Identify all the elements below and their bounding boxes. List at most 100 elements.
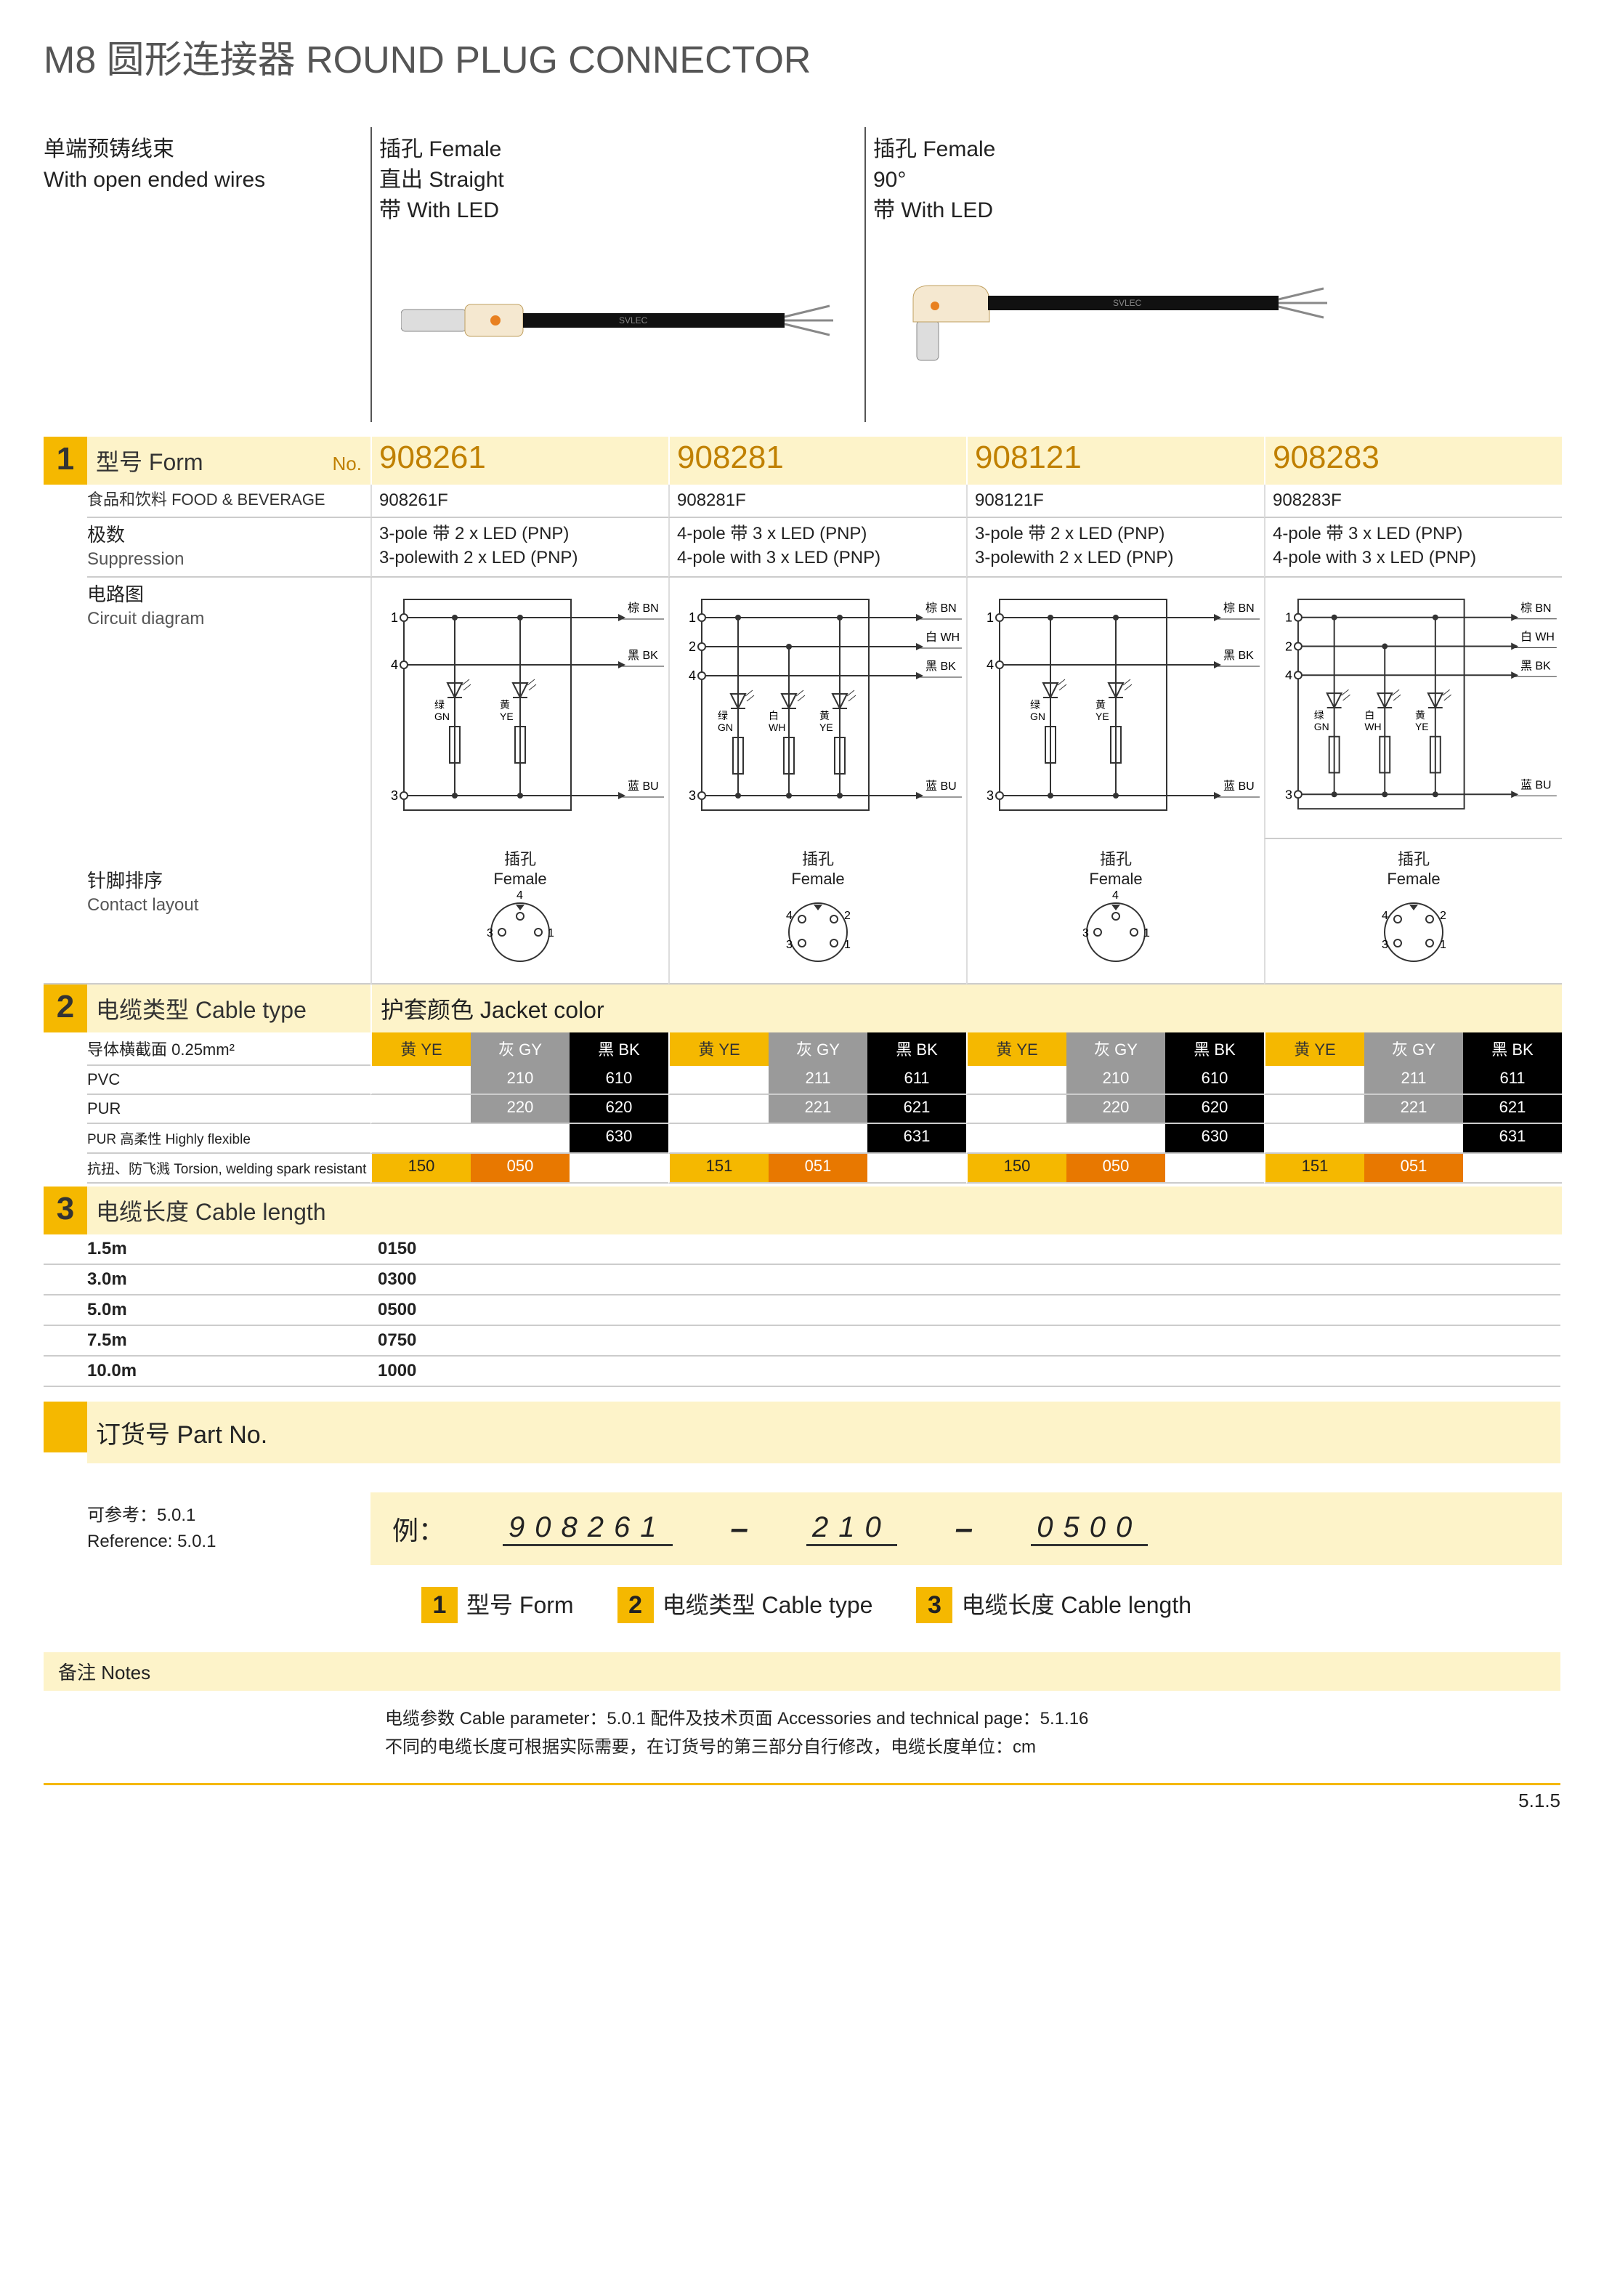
cable-code — [1265, 1095, 1364, 1123]
circuit-1: 1243棕 BN白 WH黑 BK蓝 BU绿GN白WH黄YE — [668, 578, 966, 839]
svg-text:黄: 黄 — [500, 699, 510, 711]
svg-text:白 WH: 白 WH — [925, 631, 960, 644]
fb-1: 908281F — [668, 485, 966, 518]
section-form: 1 型号 FormNo. 908261 908281 908121 908283… — [44, 437, 1560, 985]
length-code: 0750 — [370, 1326, 1562, 1355]
cable-code — [670, 1066, 769, 1094]
svg-text:黑 BK: 黑 BK — [1223, 650, 1254, 662]
color-head: 黄 YE — [372, 1032, 471, 1066]
svg-text:蓝 BU: 蓝 BU — [1520, 778, 1551, 791]
notes-body: 电缆参数 Cable parameter：5.0.1 配件及技术页面 Acces… — [44, 1691, 1560, 1776]
cable-code — [372, 1066, 471, 1094]
svg-text:YE: YE — [819, 721, 833, 733]
svg-text:YE: YE — [1415, 721, 1429, 732]
color-head: 黑 BK — [570, 1032, 668, 1066]
svg-text:黑 BK: 黑 BK — [628, 650, 658, 662]
svg-text:白: 白 — [769, 710, 779, 721]
svg-text:YE: YE — [500, 711, 514, 722]
cable-code: 210 — [1066, 1066, 1165, 1094]
svg-text:白: 白 — [1364, 709, 1374, 721]
cable-row-label: 抗扭、防飞溅 Torsion, welding spark resistant — [87, 1154, 370, 1184]
cable-code: 611 — [1463, 1066, 1562, 1094]
color-head: 灰 GY — [769, 1032, 867, 1066]
svg-text:黑 BK: 黑 BK — [925, 660, 956, 673]
length-label: 7.5m — [87, 1326, 370, 1355]
svg-text:WH: WH — [769, 721, 785, 733]
cable-code: 150 — [968, 1154, 1066, 1182]
length-code: 0300 — [370, 1265, 1562, 1294]
section-partno: 订货号 Part No. 可参考：5.0.1Reference: 5.0.1 例… — [44, 1402, 1560, 1624]
svg-text:1: 1 — [1440, 939, 1446, 951]
svg-text:黑 BK: 黑 BK — [1520, 660, 1551, 672]
length-code: 0500 — [370, 1295, 1562, 1325]
poles-1: 4-pole 带 3 x LED (PNP)4-pole with 3 x LE… — [668, 518, 966, 577]
svg-text:白 WH: 白 WH — [1520, 630, 1555, 643]
cable-code — [968, 1095, 1066, 1123]
svg-text:黄: 黄 — [1095, 699, 1106, 711]
cable-code: 611 — [867, 1066, 966, 1094]
poles-3: 4-pole 带 3 x LED (PNP)4-pole with 3 x LE… — [1264, 518, 1562, 577]
svg-text:GN: GN — [434, 711, 450, 722]
svg-text:3: 3 — [487, 927, 493, 939]
cable-code: 621 — [867, 1095, 966, 1123]
svg-text:3: 3 — [689, 788, 696, 803]
cable-code: 610 — [570, 1066, 668, 1094]
svg-text:3: 3 — [391, 788, 398, 803]
color-head: 黄 YE — [968, 1032, 1066, 1066]
cable-code — [372, 1124, 471, 1152]
fb-label: 食品和饮料 FOOD & BEVERAGE — [87, 485, 370, 518]
svg-text:4: 4 — [391, 658, 398, 672]
cable-code: 221 — [769, 1095, 867, 1123]
cable-code — [968, 1066, 1066, 1094]
cable-code — [372, 1095, 471, 1123]
cable-code: 610 — [1165, 1066, 1264, 1094]
svg-text:棕 BN: 棕 BN — [925, 602, 957, 615]
svg-text:3: 3 — [786, 939, 793, 951]
circuit-0: 143棕 BN黑 BK蓝 BU绿GN黄YE — [370, 578, 668, 839]
model-0: 908261 — [370, 437, 668, 485]
color-head: 灰 GY — [471, 1032, 570, 1066]
cable-code: 151 — [1265, 1154, 1364, 1182]
cable-code — [670, 1124, 769, 1152]
circuit-label: 电路图Circuit diagram — [87, 578, 370, 839]
svg-text:4: 4 — [786, 910, 793, 922]
svg-text:黄: 黄 — [1415, 709, 1425, 721]
cable-code: 211 — [769, 1066, 867, 1094]
svg-text:1: 1 — [391, 610, 398, 625]
section1-head: 型号 FormNo. — [87, 437, 370, 485]
cable-code: 051 — [769, 1154, 867, 1182]
contact-3: 插孔Female1234 — [1264, 839, 1562, 985]
cable-code: 631 — [1463, 1124, 1562, 1152]
top-right-label: 插孔 Female 90° 带 With LED SVLEC — [864, 127, 1358, 422]
svg-text:2: 2 — [1285, 639, 1292, 653]
fb-0: 908261F — [370, 485, 668, 518]
color-head: 灰 GY — [1364, 1032, 1463, 1066]
model-2: 908121 — [966, 437, 1264, 485]
contact-label: 针脚排序Contact layout — [87, 839, 370, 985]
svg-text:SVLEC: SVLEC — [1113, 298, 1142, 308]
cable-code: 211 — [1364, 1066, 1463, 1094]
svg-text:4: 4 — [987, 658, 994, 672]
cable-code: 630 — [1165, 1124, 1264, 1152]
cable-code — [471, 1124, 570, 1152]
circuit-3: 1243棕 BN白 WH黑 BK蓝 BU绿GN白WH黄YE — [1264, 578, 1562, 839]
length-code: 0150 — [370, 1234, 1562, 1264]
color-head: 黄 YE — [670, 1032, 769, 1066]
svg-text:黄: 黄 — [819, 710, 830, 721]
svg-text:2: 2 — [1440, 910, 1446, 922]
svg-text:棕 BN: 棕 BN — [628, 602, 659, 615]
cable-row-label: PVC — [87, 1066, 370, 1095]
partno-head: 订货号 Part No. — [87, 1402, 1560, 1463]
cable-row-label: PUR — [87, 1095, 370, 1124]
svg-text:蓝 BU: 蓝 BU — [628, 780, 659, 793]
color-head: 灰 GY — [1066, 1032, 1165, 1066]
top-header-row: 单端预铸线束 With open ended wires 插孔 Female 直… — [44, 127, 1560, 422]
color-head: 黑 BK — [1165, 1032, 1264, 1066]
model-3: 908283 — [1264, 437, 1562, 485]
section-cable-type: 2 电缆类型 Cable type 护套颜色 Jacket color 导体横截… — [44, 985, 1560, 1066]
cable-code — [1463, 1154, 1562, 1182]
cable-code: 630 — [570, 1124, 668, 1152]
poles-2: 3-pole 带 2 x LED (PNP)3-polewith 2 x LED… — [966, 518, 1264, 577]
svg-text:3: 3 — [1082, 927, 1089, 939]
svg-text:3: 3 — [1285, 787, 1292, 801]
